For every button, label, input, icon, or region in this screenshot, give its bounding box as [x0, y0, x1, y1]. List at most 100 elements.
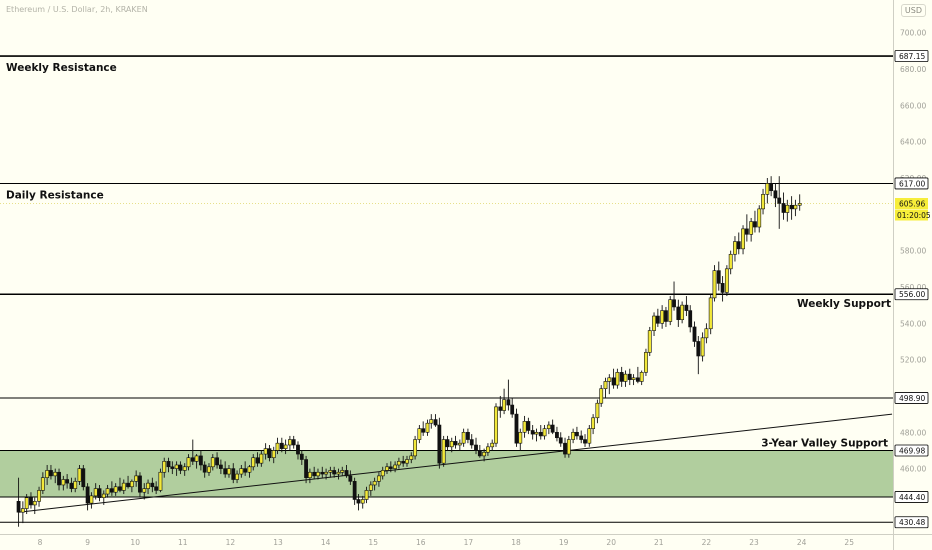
candle — [271, 446, 276, 464]
candle-body-down — [474, 444, 478, 451]
candle-body-up — [368, 484, 373, 491]
candle-body-down — [223, 468, 228, 475]
candle — [198, 450, 203, 471]
candle-body-up — [89, 495, 94, 504]
candle — [24, 494, 29, 515]
candle-body-down — [664, 310, 668, 322]
candle-body-up — [340, 470, 345, 473]
candle — [126, 475, 130, 489]
candle — [138, 472, 142, 498]
candle — [210, 454, 215, 471]
candle-body-up — [377, 475, 381, 482]
candle-body-up — [704, 328, 709, 339]
y-tick-label: 560.00 — [900, 283, 926, 292]
x-tick-label: 14 — [321, 538, 331, 547]
currency-badge[interactable]: USD — [900, 4, 926, 17]
candle-body-up — [405, 459, 409, 464]
candle-body-up — [546, 424, 551, 429]
candle-body-up — [360, 499, 365, 504]
candle — [121, 479, 126, 495]
candle — [251, 454, 256, 471]
candle — [372, 477, 377, 491]
candle-body-down — [29, 497, 33, 506]
candle-body-down — [16, 501, 21, 513]
x-tick-label: 13 — [273, 538, 283, 547]
candle-body-down — [81, 468, 86, 488]
x-tick-label: 16 — [416, 538, 426, 547]
candle-body-down — [736, 241, 741, 250]
candle-body-up — [24, 497, 29, 509]
candle-body-up — [728, 253, 733, 270]
candle-body-up — [700, 337, 705, 357]
y-tick-label: 700.00 — [900, 29, 926, 38]
candle-body-down — [243, 468, 248, 473]
candle-body-down — [583, 439, 587, 444]
candle — [397, 457, 401, 469]
level-label: Daily Resistance — [6, 189, 104, 201]
candle-body-down — [97, 488, 102, 498]
candle-body-down — [575, 431, 579, 437]
candle — [401, 455, 406, 467]
candle — [16, 477, 21, 527]
candle — [154, 481, 159, 495]
candle — [623, 370, 628, 387]
candle — [296, 441, 300, 460]
candle-body-up — [210, 457, 215, 468]
candle — [510, 397, 515, 418]
candle — [316, 468, 320, 480]
y-tick-label: 540.00 — [900, 319, 926, 328]
candle — [243, 461, 248, 476]
candle-body-up — [101, 493, 106, 498]
price-axis[interactable]: 700.00680.00660.00640.00620.00600.00580.… — [900, 29, 926, 474]
candle — [109, 481, 114, 496]
x-tick-label: 9 — [85, 538, 90, 547]
candle — [736, 232, 741, 255]
candle — [388, 461, 393, 473]
candle — [631, 374, 636, 386]
candle — [81, 464, 86, 491]
candle — [299, 450, 304, 465]
candle — [672, 281, 676, 311]
candle-body-down — [477, 450, 482, 457]
candle-body-up — [607, 377, 612, 382]
candle-body-down — [538, 431, 543, 437]
candle — [668, 296, 673, 326]
candle-body-down — [69, 482, 74, 489]
candle — [769, 176, 774, 197]
candle — [619, 366, 624, 387]
candle-body-up — [587, 428, 592, 444]
candle-body-up — [793, 204, 798, 210]
y-tick-label: 640.00 — [900, 138, 926, 147]
candle — [409, 452, 414, 464]
candle-body-up — [207, 466, 211, 473]
candle — [720, 276, 725, 302]
candle-body-up — [40, 477, 45, 491]
candle — [708, 294, 713, 335]
candle-body-down — [655, 315, 660, 324]
candle — [380, 466, 385, 480]
candle-body-up — [227, 468, 231, 475]
time-axis[interactable]: 8 9 10 11 12 13 14 15 16 17 18 19 20 21 22 23 24 25 — [38, 538, 855, 547]
level-price-tag: 617.00 — [894, 177, 929, 190]
candle — [259, 450, 264, 467]
price-tags: 687.15 617.00 556.00 498.90 469.98 444.40 430.… — [894, 50, 931, 529]
candle-body-down — [255, 457, 260, 464]
candle — [134, 470, 139, 487]
candle-body-down — [696, 341, 701, 357]
candle — [77, 464, 82, 485]
candle-body-up — [336, 471, 341, 475]
candle-body-down — [296, 444, 300, 455]
candle — [611, 368, 616, 389]
candle — [522, 415, 527, 438]
price-tag-text: 556.00 — [899, 290, 925, 299]
candle-body-up — [142, 488, 147, 493]
candle-body-down — [777, 197, 782, 204]
candle-body-up — [639, 372, 644, 382]
candle-body-down — [218, 464, 223, 469]
candle — [550, 419, 555, 435]
candle-body-up — [425, 422, 430, 433]
candle-body-up — [749, 221, 754, 235]
x-tick-label: 25 — [844, 538, 854, 547]
candle — [469, 434, 474, 449]
